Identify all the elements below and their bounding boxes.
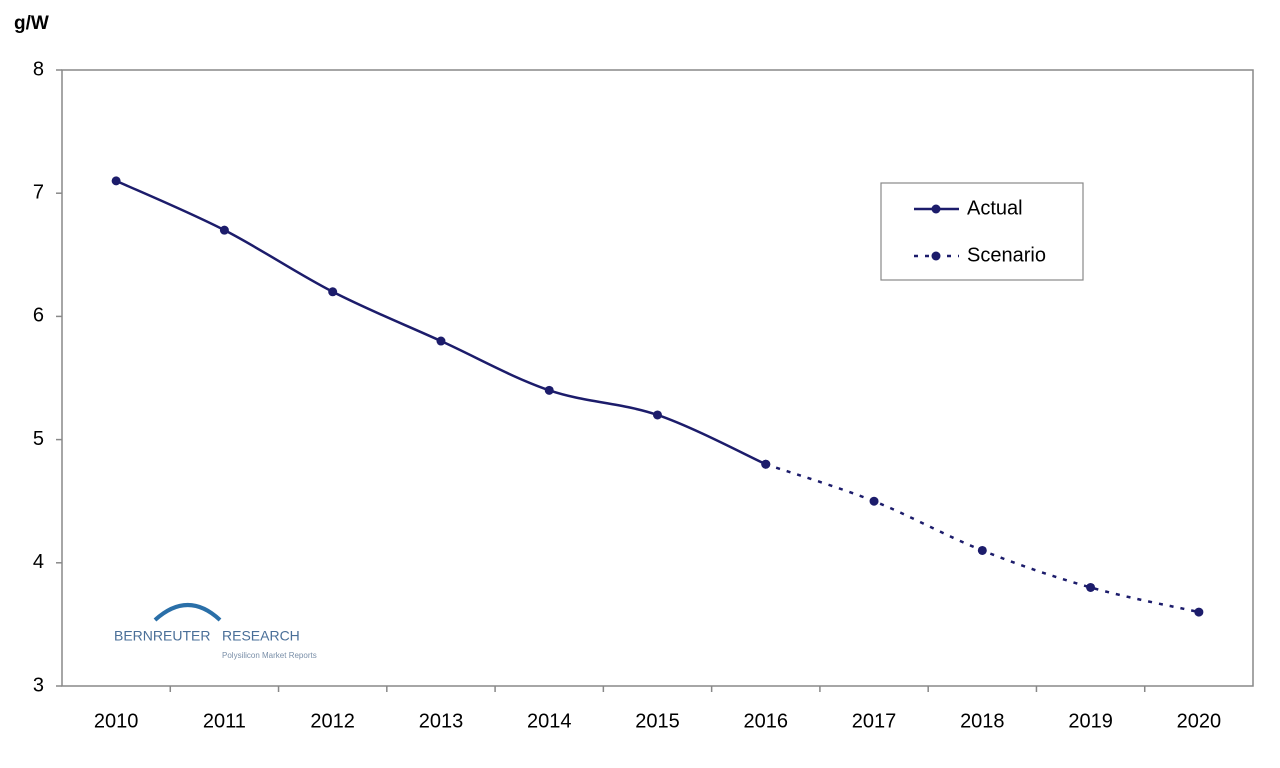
y-axis-label: g/W	[14, 13, 49, 34]
y-tick-label: 8	[33, 58, 44, 80]
logo: BERNREUTER RESEARCH Polysilicon Market R…	[114, 603, 317, 660]
legend-marker	[931, 204, 941, 214]
data-point	[761, 459, 771, 469]
data-point	[544, 385, 554, 395]
y-tick-label: 6	[33, 305, 44, 327]
y-tick-label: 7	[33, 181, 44, 203]
data-point	[869, 496, 879, 506]
x-tick-label: 2020	[1177, 710, 1222, 732]
legend-box	[880, 182, 1084, 281]
legend-label: Scenario	[967, 244, 1046, 266]
data-point	[977, 545, 987, 555]
logo-tagline: Polysilicon Market Reports	[222, 651, 317, 660]
data-point	[328, 287, 338, 297]
x-tick-label: 2019	[1068, 710, 1113, 732]
series-line	[765, 463, 1200, 614]
legend-marker	[931, 251, 941, 261]
x-tick-label: 2015	[635, 710, 680, 732]
y-tick-label: 3	[33, 674, 44, 696]
plot-area	[61, 69, 1254, 687]
data-point	[219, 225, 229, 235]
legend-label: Actual	[967, 197, 1023, 219]
x-tick-label: 2014	[527, 710, 572, 732]
x-tick-label: 2016	[744, 710, 789, 732]
x-tick-label: 2017	[852, 710, 897, 732]
data-point	[436, 336, 446, 346]
data-point	[1086, 582, 1096, 592]
series-line	[115, 179, 767, 466]
data-point	[111, 176, 121, 186]
data-point	[1194, 607, 1204, 617]
y-tick-label: 5	[33, 428, 44, 450]
x-tick-label: 2012	[310, 710, 355, 732]
logo-text: RESEARCH	[222, 628, 300, 644]
x-tick-label: 2013	[419, 710, 464, 732]
x-tick-label: 2018	[960, 710, 1005, 732]
data-point	[653, 410, 662, 420]
y-tick-label: 4	[33, 551, 44, 573]
logo-text: BERNREUTER	[114, 628, 210, 644]
logo-arc	[153, 603, 222, 622]
x-tick-label: 2011	[203, 710, 246, 732]
x-tick-label: 2010	[94, 710, 139, 732]
